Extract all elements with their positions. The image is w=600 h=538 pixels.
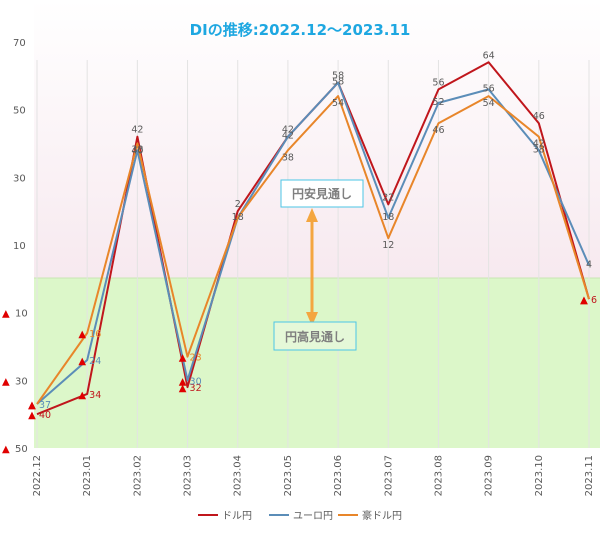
negative-point-marker: ▲ (580, 295, 588, 306)
series-line-豪ドル円 (36, 95, 590, 405)
data-label: 24 (89, 356, 101, 367)
ytick-label: 10 (15, 309, 28, 320)
negative-point-marker: ▲ (78, 329, 86, 340)
data-label: 2 (235, 199, 241, 210)
ytick-label: 50 (15, 444, 28, 455)
data-label: 38 (533, 144, 545, 155)
data-label: 42 (282, 131, 294, 142)
negative-point-marker: ▲ (28, 400, 36, 411)
data-label: 58 (332, 71, 344, 82)
legend-label-豪ドル円: 豪ドル円 (362, 509, 402, 522)
xtick-label: 2023.07 (383, 455, 394, 496)
xtick-label: 2023.09 (484, 455, 495, 496)
data-label: 30 (190, 376, 202, 387)
data-label: 23 (190, 353, 202, 364)
data-label: 12 (382, 240, 394, 251)
data-label: 46 (533, 111, 545, 122)
xtick-label: 2023.02 (132, 455, 143, 496)
chart-title: DIの推移:2022.12～2023.11 (190, 21, 411, 39)
data-label: 38 (282, 152, 294, 163)
ytick-label: 50 (13, 106, 26, 117)
xtick-label: 2023.04 (233, 455, 244, 496)
data-label: 16 (89, 329, 101, 340)
xtick-label: 2023.10 (534, 455, 545, 496)
ytick-neg-marker: ▲ (2, 444, 10, 455)
callout-yen-strong-outlook: 円高見通し (285, 329, 345, 344)
outlook-arrow-down (306, 312, 318, 326)
data-label: 54 (332, 98, 344, 109)
data-label: 56 (483, 83, 495, 94)
data-label: 18 (232, 212, 244, 223)
xtick-label: 2023.01 (82, 455, 93, 496)
outlook-arrow-up (306, 208, 318, 222)
xtick-label: 2023.11 (584, 455, 595, 496)
negative-point-marker: ▲ (28, 410, 36, 421)
legend-label-ユーロ円: ユーロ円 (293, 511, 333, 522)
negative-point-marker: ▲ (179, 353, 187, 364)
data-label: 32 (190, 383, 202, 394)
xtick-label: 2022.12 (32, 455, 43, 496)
data-label: 40 (39, 410, 51, 421)
xtick-label: 2023.03 (183, 455, 194, 496)
data-label: 22 (382, 192, 394, 203)
data-label: 58 (332, 77, 344, 88)
data-label: 4 (586, 259, 592, 270)
negative-point-marker: ▲ (580, 295, 588, 306)
data-label: 42 (282, 125, 294, 136)
data-label: 6 (591, 295, 597, 306)
negative-point-marker: ▲ (179, 376, 187, 387)
xtick-label: 2023.06 (333, 455, 344, 496)
data-label: 18 (382, 212, 394, 223)
data-label: 42 (533, 139, 545, 150)
ytick-neg-marker: ▲ (2, 309, 10, 320)
ytick-neg-marker: ▲ (2, 376, 10, 387)
data-label: 52 (432, 97, 444, 108)
callout-box-yen-strong-outlook (273, 321, 357, 351)
negative-point-marker: ▲ (179, 383, 187, 394)
ytick-label: 30 (13, 173, 26, 184)
positive-region (34, 0, 600, 278)
ytick-label: 70 (13, 38, 26, 49)
data-label: 42 (131, 125, 143, 136)
ytick-label: 10 (13, 241, 26, 252)
series-line-ユーロ円 (36, 81, 590, 405)
data-label: 64 (483, 50, 495, 61)
negative-region (34, 278, 600, 448)
data-label: 34 (89, 390, 101, 401)
negative-point-marker: ▲ (78, 390, 86, 401)
xtick-label: 2023.08 (433, 455, 444, 496)
data-label: 54 (483, 98, 495, 109)
negative-point-marker: ▲ (28, 400, 36, 411)
xtick-label: 2023.05 (283, 455, 294, 496)
callout-yen-weak-outlook: 円安見通し (292, 186, 352, 201)
data-label: 40 (131, 146, 143, 157)
negative-point-marker: ▲ (78, 356, 86, 367)
data-label: 37 (39, 400, 51, 411)
ytick-label: 30 (15, 376, 28, 387)
data-label: 56 (432, 77, 444, 88)
data-label: 38 (131, 144, 143, 155)
legend-label-ドル円: ドル円 (222, 511, 252, 522)
data-label: 46 (432, 125, 444, 136)
callout-box-yen-weak-outlook (280, 179, 364, 208)
